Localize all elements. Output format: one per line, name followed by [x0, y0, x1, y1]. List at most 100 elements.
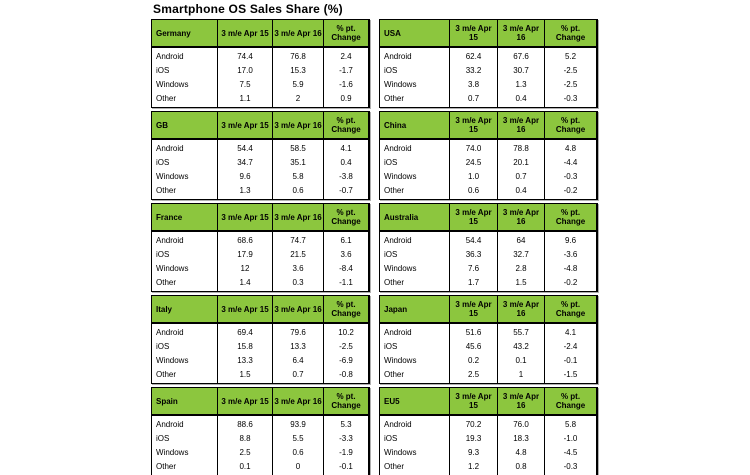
os-label: iOS	[384, 66, 398, 75]
table-header-row: France 3 m/e Apr 15 3 m/e Apr 16% pt. Chan…	[151, 203, 370, 231]
value-cell: 74.0	[465, 144, 482, 153]
value-cell: 0.3	[292, 278, 304, 287]
value-cell: 1	[518, 370, 524, 379]
os-label: Other	[156, 370, 177, 379]
value-cell: 4.8	[564, 144, 577, 153]
column-header-cell: % pt. Change	[324, 204, 368, 230]
value-cell: -1.7	[339, 66, 353, 75]
value-cell: 24.5	[465, 158, 482, 167]
os-label: Android	[384, 236, 412, 245]
value-cell: 6.4	[292, 356, 304, 365]
column-header-cell: 3 m/e Apr 16	[498, 20, 544, 46]
country-header-cell: GB	[152, 112, 217, 138]
table-body: Android iOS Windows Other 74.0 24.5 1.0 0.6 78.8…	[379, 139, 598, 200]
value-column: 70.2 19.3 9.3 1.2	[450, 416, 497, 475]
value-cell: -2.5	[563, 80, 578, 89]
column-header-cell: 3 m/e Apr 16	[273, 20, 323, 46]
value-cell: -0.1	[563, 356, 578, 365]
value-cell: 9.6	[564, 236, 577, 245]
column-header-cell: % pt. Change	[324, 296, 368, 322]
value-column: 79.6 13.3 6.4 0.7	[273, 324, 323, 383]
column-header-cell: 3 m/e Apr 15	[218, 296, 272, 322]
os-name-column: Android iOS Windows Other	[380, 48, 449, 107]
value-cell: 64	[516, 236, 526, 245]
os-label: Windows	[384, 356, 417, 365]
value-cell: 4.1	[564, 328, 577, 337]
value-cell: -0.2	[563, 186, 578, 195]
value-cell: 88.6	[237, 420, 253, 429]
value-column: 67.6 30.7 1.3 0.4	[498, 48, 544, 107]
os-name-column: Android iOS Windows Other	[152, 48, 217, 107]
value-cell: -0.3	[563, 94, 578, 103]
country-table-usa: USA 3 m/e Apr 15 3 m/e Apr 16% pt. Change A…	[379, 19, 598, 108]
value-cell: 32.7	[513, 250, 529, 259]
value-cell: 0.6	[292, 186, 304, 195]
table-body: Android iOS Windows Other 54.4 34.7 9.6 1.3 58.5…	[151, 139, 370, 200]
os-label: Android	[384, 144, 412, 153]
value-column: 76.0 18.3 4.8 0.8	[498, 416, 544, 475]
os-name-column: Android iOS Windows Other	[380, 324, 449, 383]
value-column: 69.4 15.8 13.3 1.5	[218, 324, 272, 383]
value-cell: -0.7	[339, 186, 353, 195]
table-header-row: Australia 3 m/e Apr 15 3 m/e Apr 16% pt. C…	[379, 203, 598, 231]
column-header-cell: 3 m/e Apr 15	[218, 20, 272, 46]
value-cell: 7.6	[467, 264, 480, 273]
country-header-cell: Japan	[380, 296, 449, 322]
column-header-cell: 3 m/e Apr 16	[273, 112, 323, 138]
table-header-row: China 3 m/e Apr 15 3 m/e Apr 16% pt. Chang…	[379, 111, 598, 139]
value-cell: -2.4	[563, 342, 578, 351]
column-header-cell: 3 m/e Apr 15	[218, 112, 272, 138]
value-cell: 0.7	[292, 370, 304, 379]
value-column: 74.4 17.0 7.5 1.1	[218, 48, 272, 107]
value-cell: 20.1	[513, 158, 529, 167]
column-header-cell: 3 m/e Apr 15	[218, 204, 272, 230]
value-cell: 2	[295, 94, 301, 103]
page-title: Smartphone OS Sales Share (%)	[153, 2, 343, 16]
value-column: 74.0 24.5 1.0 0.6	[450, 140, 497, 199]
value-column: 74.7 21.5 3.6 0.3	[273, 232, 323, 291]
country-header-cell: Germany	[152, 20, 217, 46]
country-header-cell: Italy	[152, 296, 217, 322]
value-cell: 0.6	[467, 186, 480, 195]
value-cell: 1.0	[467, 172, 480, 181]
os-label: Other	[384, 186, 405, 195]
os-label: iOS	[384, 342, 398, 351]
value-column: 6.1 3.6 -8.4 -1.1	[324, 232, 368, 291]
os-name-column: Android iOS Windows Other	[380, 416, 449, 475]
os-label: Other	[156, 462, 177, 471]
os-name-column: Android iOS Windows Other	[152, 232, 217, 291]
value-cell: 0.1	[515, 356, 527, 365]
value-cell: 0.4	[515, 186, 527, 195]
value-cell: 5.8	[564, 420, 577, 429]
value-cell: 0.4	[515, 94, 527, 103]
column-header-cell: % pt. Change	[545, 20, 596, 46]
value-cell: 1.2	[467, 462, 480, 471]
table-body: Android iOS Windows Other 62.4 33.2 3.8 0.7 67.6…	[379, 47, 598, 108]
os-name-column: Android iOS Windows Other	[152, 140, 217, 199]
column-header-cell: 3 m/e Apr 16	[498, 204, 544, 230]
os-label: Android	[156, 52, 184, 61]
value-cell: 2.4	[340, 52, 352, 61]
value-cell: -1.1	[339, 278, 353, 287]
country-table-france: France 3 m/e Apr 15 3 m/e Apr 16% pt. Chan…	[151, 203, 370, 292]
column-header-cell: 3 m/e Apr 15	[450, 296, 497, 322]
value-cell: 34.7	[237, 158, 253, 167]
value-cell: 43.2	[513, 342, 529, 351]
country-table-eu5: EU5 3 m/e Apr 15 3 m/e Apr 16% pt. Change A…	[379, 387, 598, 475]
os-label: Windows	[156, 172, 189, 181]
os-label: Windows	[156, 356, 189, 365]
value-column: 4.1 -2.4 -0.1 -1.5	[545, 324, 596, 383]
value-cell: 79.6	[290, 328, 306, 337]
value-cell: 0.1	[239, 462, 251, 471]
value-cell: 12	[240, 264, 250, 273]
column-header-cell: 3 m/e Apr 16	[273, 296, 323, 322]
value-cell: 4.1	[340, 144, 352, 153]
os-label: iOS	[156, 342, 170, 351]
value-cell: 51.6	[465, 328, 482, 337]
country-header-cell: EU5	[380, 388, 449, 414]
value-cell: 5.9	[292, 80, 304, 89]
table-body: Android iOS Windows Other 88.6 8.8 2.5 0.1 93.9 5…	[151, 415, 370, 475]
value-cell: -4.4	[563, 158, 578, 167]
value-cell: 5.5	[292, 434, 304, 443]
value-cell: 6.1	[340, 236, 352, 245]
